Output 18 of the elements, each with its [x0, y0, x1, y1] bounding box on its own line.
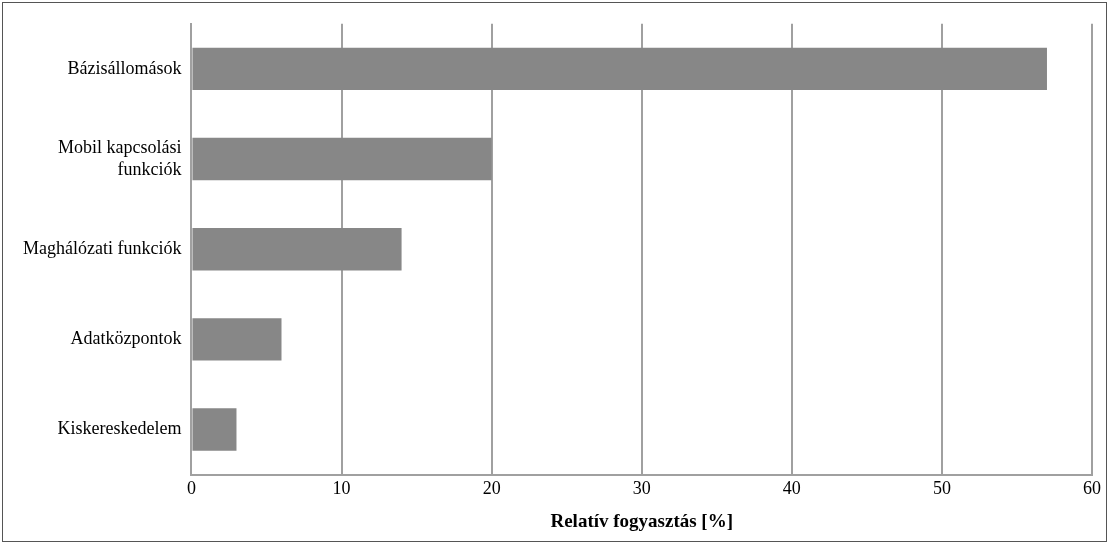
x-tick-label: 0	[186, 478, 196, 499]
y-tick-label: Maghálózati funkciók	[23, 237, 182, 258]
bar	[192, 228, 402, 271]
bar	[192, 318, 282, 361]
y-tick-label: Mobil kapcsolási funkciók	[57, 136, 182, 179]
y-tick-label: Bázisállomások	[67, 57, 182, 78]
y-tick-label: Adatközpontok	[70, 328, 182, 349]
bar	[192, 408, 237, 451]
x-tick-label: 10	[332, 478, 351, 499]
bar	[192, 137, 492, 181]
x-tick-label: 20	[482, 478, 501, 499]
x-tick-label: 30	[632, 478, 651, 499]
x-tick-label: 50	[932, 478, 951, 499]
x-tick-label: 60	[1083, 478, 1101, 499]
x-tick-label: 40	[782, 478, 801, 499]
x-axis-title: Relatív fogyasztás [%]	[550, 509, 734, 531]
bar	[192, 47, 1047, 91]
y-tick-label: Kiskereskedelem	[57, 418, 182, 439]
